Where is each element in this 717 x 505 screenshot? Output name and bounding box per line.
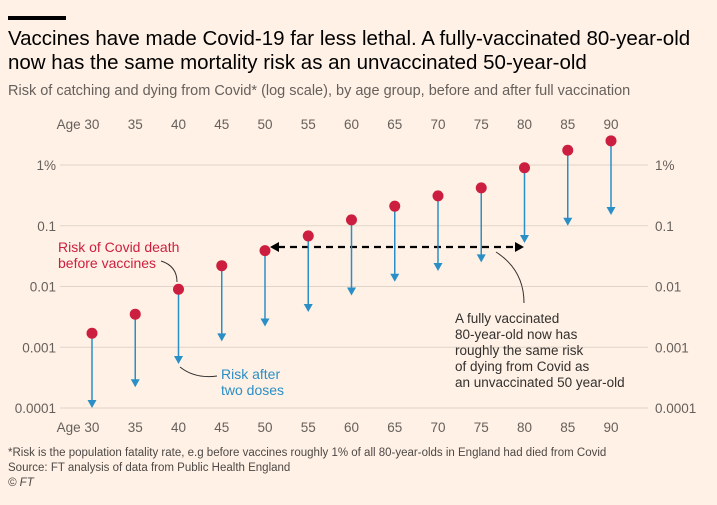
x-tick-label-bottom: 90 [603, 420, 618, 435]
after-arrow-head [260, 318, 270, 327]
before-dot [432, 190, 444, 202]
before-dot [519, 162, 530, 174]
x-tick-label-bottom: 45 [214, 420, 229, 435]
y-tick-label-left: 0.001 [22, 340, 56, 355]
x-tick-label-top: 60 [344, 117, 359, 132]
y-tick-label-right: 0.0001 [655, 401, 696, 416]
after-arrow-head [390, 273, 400, 282]
after-arrow-head [347, 287, 356, 296]
x-tick-label-bottom: 70 [430, 420, 445, 435]
y-tick-label-left: 1% [36, 158, 56, 173]
before-label-leader [160, 260, 178, 283]
x-tick-label-top: 35 [128, 117, 143, 132]
before-dot [346, 214, 357, 226]
x-tick-label-top: 90 [603, 117, 618, 132]
comparison-annotation: roughly the same risk [455, 343, 584, 358]
x-tick-label-top: 80 [517, 117, 532, 132]
comparison-annotation: 80-year-old now has [455, 327, 578, 342]
before-dot [216, 260, 228, 272]
before-dot [259, 245, 271, 257]
x-tick-label-top: 75 [474, 117, 489, 132]
before-dot [129, 308, 141, 320]
after-arrow-head [87, 400, 97, 408]
after-label: two doses [221, 382, 284, 398]
x-tick-label-bottom: 40 [171, 420, 186, 435]
after-arrow-head [433, 262, 443, 271]
comparison-arrowhead-left [270, 242, 279, 252]
copyright: © FT [8, 477, 34, 489]
after-arrow-head [563, 217, 573, 226]
x-tick-label-top: 55 [301, 117, 316, 132]
y-tick-label-right: 0.001 [655, 340, 689, 355]
x-tick-label-bottom: 65 [387, 420, 402, 435]
after-arrow-head [606, 207, 616, 216]
x-tick-label-bottom: 35 [128, 420, 143, 435]
before-label: Risk of Covid death [58, 239, 179, 255]
x-tick-label-top: 50 [257, 117, 272, 132]
chart-subtitle: Risk of catching and dying from Covid* (… [8, 83, 631, 99]
before-dot [475, 182, 487, 194]
before-label: before vaccines [58, 255, 156, 271]
x-tick-label-top: 65 [387, 117, 402, 132]
y-tick-label-left: 0.1 [37, 219, 56, 234]
x-tick-label-bottom: 85 [560, 420, 575, 435]
comparison-leader [495, 251, 525, 304]
chart-title: Vaccines have made Covid-19 far less let… [8, 27, 691, 74]
comparison-annotation: A fully vaccinated [455, 311, 559, 326]
x-tick-label-top: 70 [430, 117, 445, 132]
after-arrow-head [476, 254, 486, 263]
y-tick-label-right: 1% [655, 158, 675, 173]
y-tick-label-right: 0.01 [655, 280, 681, 295]
x-tick-label-top: 40 [171, 117, 186, 132]
y-tick-label-right: 0.1 [655, 219, 674, 234]
after-label-leader [179, 366, 218, 378]
comparison-annotation: an unvaccinated 50 year-old [455, 375, 625, 390]
x-tick-label-bottom: 60 [344, 420, 359, 435]
after-label: Risk after [221, 366, 280, 382]
x-tick-label-bottom: 75 [474, 420, 489, 435]
y-tick-label-left: 0.01 [30, 280, 56, 295]
x-tick-label-top: 45 [214, 117, 229, 132]
before-dot [86, 327, 98, 339]
x-tick-label-top: Age 30 [57, 117, 100, 132]
x-tick-label-top: 85 [560, 117, 575, 132]
after-arrow-head [217, 333, 227, 342]
ft-top-rule [8, 16, 66, 20]
after-arrow-head [520, 235, 529, 244]
before-dot [302, 230, 314, 242]
after-arrow-head [174, 356, 183, 365]
footnote: *Risk is the population fatality rate, e… [8, 447, 607, 459]
y-tick-label-left: 0.0001 [15, 401, 56, 416]
before-dot [562, 144, 574, 156]
before-dot [173, 283, 184, 295]
after-arrow-head [303, 304, 313, 313]
after-arrow-head [130, 379, 140, 388]
x-tick-label-bottom: Age 30 [57, 420, 100, 435]
before-dot [605, 135, 617, 147]
before-dot [389, 200, 401, 212]
comparison-annotation: of dying from Covid as [455, 359, 590, 374]
source: Source: FT analysis of data from Public … [8, 462, 291, 474]
x-tick-label-bottom: 50 [257, 420, 272, 435]
comparison-arrowhead-right [515, 242, 524, 252]
x-tick-label-bottom: 55 [301, 420, 316, 435]
x-tick-label-bottom: 80 [517, 420, 532, 435]
